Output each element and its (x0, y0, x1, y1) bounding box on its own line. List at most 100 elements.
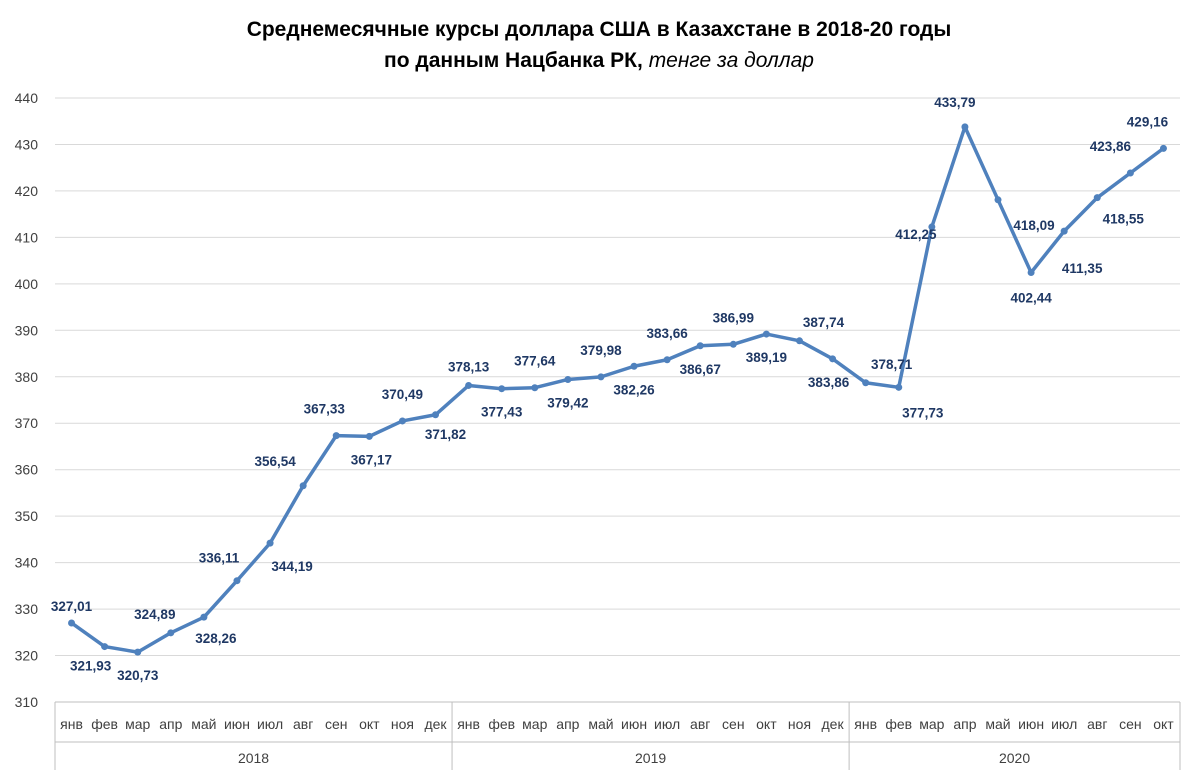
data-label: 402,44 (1010, 291, 1052, 306)
x-tick-label: авг (690, 716, 710, 732)
y-tick-label: 390 (15, 322, 39, 338)
x-tick-label: окт (359, 716, 380, 732)
y-tick-label: 340 (15, 555, 39, 571)
data-point (1093, 194, 1101, 202)
data-label: 412,25 (895, 227, 937, 242)
data-point (895, 383, 903, 391)
data-label: 328,26 (195, 631, 237, 646)
year-label: 2018 (238, 750, 269, 766)
x-tick-label: сен (722, 716, 745, 732)
data-label: 382,26 (613, 382, 655, 397)
data-label: 367,33 (304, 402, 346, 417)
x-tick-label: фев (91, 716, 118, 732)
x-tick-label: апр (556, 716, 579, 732)
x-tick-label: апр (159, 716, 182, 732)
x-tick-label: янв (60, 716, 83, 732)
title-line-2-bold: по данным Нацбанка РК, (384, 49, 643, 72)
data-point (928, 223, 936, 231)
data-point (564, 375, 572, 383)
data-label: 371,82 (425, 427, 466, 442)
data-label: 429,16 (1127, 114, 1169, 129)
data-label: 356,54 (255, 454, 297, 469)
data-point (465, 381, 473, 389)
y-tick-label: 430 (15, 136, 39, 152)
chart-title: Среднемесячные курсы доллара США в Казах… (0, 14, 1198, 76)
data-label: 378,71 (871, 357, 913, 372)
data-label: 377,64 (514, 354, 556, 369)
y-tick-label: 420 (15, 183, 39, 199)
data-point (167, 629, 175, 637)
data-label: 367,17 (351, 452, 392, 467)
year-label: 2019 (635, 750, 666, 766)
x-tick-label: янв (457, 716, 480, 732)
data-point (332, 432, 340, 440)
data-point (432, 411, 440, 419)
data-label: 377,73 (902, 405, 944, 420)
data-point (1060, 227, 1068, 235)
data-label: 386,99 (713, 310, 754, 325)
y-tick-label: 440 (15, 90, 39, 106)
x-tick-label: июн (224, 716, 250, 732)
x-tick-label: июл (257, 716, 283, 732)
data-point (994, 196, 1002, 204)
x-tick-label: мар (125, 716, 150, 732)
x-tick-label: сен (1119, 716, 1142, 732)
series-line (70, 125, 1165, 654)
data-label: 379,98 (580, 343, 622, 358)
data-label: 389,19 (746, 350, 787, 365)
data-point (398, 417, 406, 425)
x-tick-label: июл (1051, 716, 1077, 732)
data-label: 321,93 (70, 659, 112, 674)
x-tick-label: авг (1087, 716, 1107, 732)
y-tick-label: 360 (15, 462, 39, 478)
x-tick-label: май (985, 716, 1010, 732)
data-label: 378,13 (448, 359, 490, 374)
x-tick-label: сен (325, 716, 348, 732)
y-tick-label: 370 (15, 415, 39, 431)
data-point (1126, 169, 1134, 177)
data-point (795, 337, 803, 345)
data-point (233, 577, 241, 585)
data-label: 327,01 (51, 599, 93, 614)
data-point (299, 482, 307, 490)
y-tick-label: 400 (15, 276, 39, 292)
year-label: 2020 (999, 750, 1030, 766)
x-tick-label: окт (756, 716, 777, 732)
data-label: 383,86 (808, 375, 850, 390)
data-point (101, 643, 109, 651)
title-line-2: по данным Нацбанка РК, тенге за доллар (0, 45, 1198, 76)
x-tick-label: июн (1018, 716, 1044, 732)
x-tick-label: май (191, 716, 216, 732)
data-point (365, 432, 373, 440)
x-tick-label: фев (488, 716, 515, 732)
data-label: 336,11 (199, 551, 240, 566)
x-tick-label: апр (953, 716, 976, 732)
data-point (200, 613, 208, 621)
data-label: 386,67 (680, 362, 721, 377)
x-tick-label: май (588, 716, 613, 732)
x-tick-label: мар (522, 716, 547, 732)
x-tick-label: ноя (391, 716, 414, 732)
title-line-2-italic: тенге за доллар (648, 49, 814, 72)
data-label: 423,86 (1090, 139, 1132, 154)
data-point (663, 356, 671, 364)
data-point (134, 648, 142, 656)
y-tick-label: 350 (15, 508, 39, 524)
x-tick-label: фев (885, 716, 912, 732)
title-line-1: Среднемесячные курсы доллара США в Казах… (246, 18, 952, 41)
y-tick-label: 330 (15, 601, 39, 617)
y-tick-label: 380 (15, 369, 39, 385)
data-label: 370,49 (382, 387, 423, 402)
data-label: 344,19 (271, 559, 312, 574)
x-tick-label: окт (1153, 716, 1174, 732)
data-label: 383,66 (646, 326, 688, 341)
data-point (266, 539, 274, 547)
data-point (1027, 269, 1035, 277)
y-tick-label: 320 (15, 648, 39, 664)
data-point (862, 379, 870, 387)
y-tick-label: 410 (15, 229, 39, 245)
data-point (498, 385, 506, 393)
data-point (696, 342, 704, 350)
data-label: 418,09 (1013, 218, 1054, 233)
